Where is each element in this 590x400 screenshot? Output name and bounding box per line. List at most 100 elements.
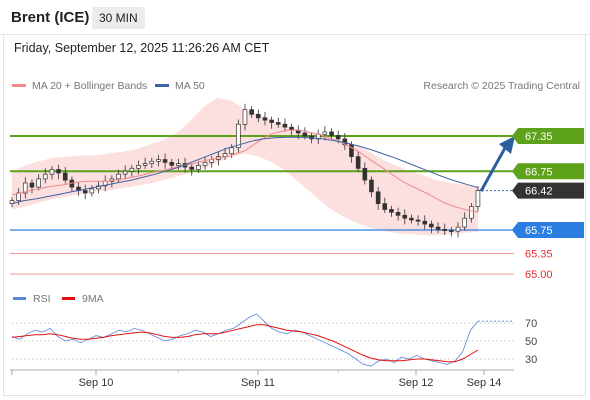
candle [236, 119, 241, 154]
ma50-line [11, 136, 479, 205]
candle-body [129, 167, 135, 172]
candle [435, 222, 441, 233]
candle-body [375, 191, 381, 204]
candle [189, 163, 195, 176]
candle-body [156, 159, 161, 162]
candle-body [196, 165, 201, 170]
x-tick-label: Sep 14 [467, 377, 502, 389]
candle-body [169, 162, 175, 166]
candle [429, 220, 434, 234]
candle [395, 207, 401, 221]
rsi-legend-swatch-rsi [13, 297, 26, 300]
candle-body [282, 123, 288, 128]
candle [369, 176, 374, 198]
candle-body [369, 179, 374, 193]
candle [49, 165, 55, 180]
candle-body [142, 163, 148, 166]
candle-body [29, 182, 35, 188]
candle-body [42, 173, 48, 180]
candle [262, 111, 268, 126]
price-label-resistance-0: 67.35 [525, 131, 553, 143]
candle [56, 164, 61, 180]
chart-header: Brent (ICE) 30 MIN [0, 0, 590, 35]
ma50-legend-label: MA 50 [175, 80, 205, 92]
candle-body [136, 165, 141, 169]
candle-body [189, 166, 195, 170]
rsi-tick-label: 50 [525, 336, 537, 348]
price-label-bg-current-2 [512, 182, 584, 199]
candle-body [469, 206, 474, 219]
candle [156, 154, 161, 167]
candle [169, 158, 175, 169]
rsi-tick-label: 30 [525, 354, 537, 366]
candle-body [149, 160, 155, 165]
candle [402, 209, 408, 225]
bollinger-band-area [12, 97, 478, 236]
candle [389, 205, 394, 217]
legend-ma50: MA 50 [155, 80, 205, 92]
price-label-resistance-1: 66.75 [525, 166, 553, 178]
ma20-swatch [12, 83, 26, 87]
candle-body [56, 169, 61, 174]
price-label-current-2: 66.42 [525, 186, 553, 198]
candle-body [222, 153, 228, 157]
ma20-legend-label: MA 20 + Bollinger Bands [32, 80, 148, 92]
candle-body [422, 220, 428, 225]
candle-body [122, 170, 128, 175]
candle [409, 214, 414, 224]
ma20-line [11, 129, 479, 213]
candle-body [355, 156, 361, 169]
candle [475, 185, 481, 212]
candle [275, 117, 281, 128]
candle [29, 179, 35, 194]
candle-body [22, 182, 28, 194]
legend-ma20: MA 20 + Bollinger Bands [12, 80, 147, 92]
candle-body [442, 229, 447, 231]
candle-body [395, 212, 401, 216]
candle-body [89, 188, 95, 194]
candle [129, 164, 135, 177]
candle-body [269, 119, 274, 123]
candle [249, 106, 254, 118]
candle-body [255, 113, 261, 119]
candle [9, 197, 15, 208]
candle-body [402, 214, 408, 219]
candle-body [275, 122, 281, 125]
candle-body [335, 135, 341, 140]
candle-body [455, 226, 461, 232]
candle-body [429, 223, 434, 228]
candle [116, 169, 121, 183]
ma50-swatch [155, 83, 169, 87]
candle [362, 162, 368, 185]
candle [422, 215, 428, 230]
candle-body [382, 203, 388, 210]
forecast-arrow-line [479, 147, 507, 192]
candle [449, 227, 454, 237]
forecast-arrow-head [499, 136, 515, 154]
candle [329, 128, 334, 139]
candle [82, 184, 88, 200]
instrument-title: Brent (ICE) [11, 9, 90, 26]
candle-body [229, 147, 234, 154]
copyright-label: Research © 2025 Trading Central [423, 80, 580, 92]
rsi-line [11, 313, 479, 367]
candle-body [176, 163, 181, 166]
price-label-bg-support-3 [512, 222, 584, 238]
candle-body [389, 209, 394, 213]
candle-body [475, 190, 481, 207]
candle-body [409, 217, 414, 221]
rsi-legend-label-rsi_ma: 9MA [82, 293, 104, 305]
candle [269, 116, 274, 129]
candle-body [202, 162, 208, 166]
candle-body [449, 230, 454, 232]
candle [322, 126, 328, 141]
candle [89, 185, 95, 197]
candle [122, 165, 128, 179]
candle-body [329, 131, 334, 136]
candle-body [162, 159, 168, 163]
candle-body [236, 123, 241, 149]
candle [202, 156, 208, 170]
candle [255, 109, 261, 123]
timeframe-badge[interactable]: 30 MIN [92, 7, 145, 29]
